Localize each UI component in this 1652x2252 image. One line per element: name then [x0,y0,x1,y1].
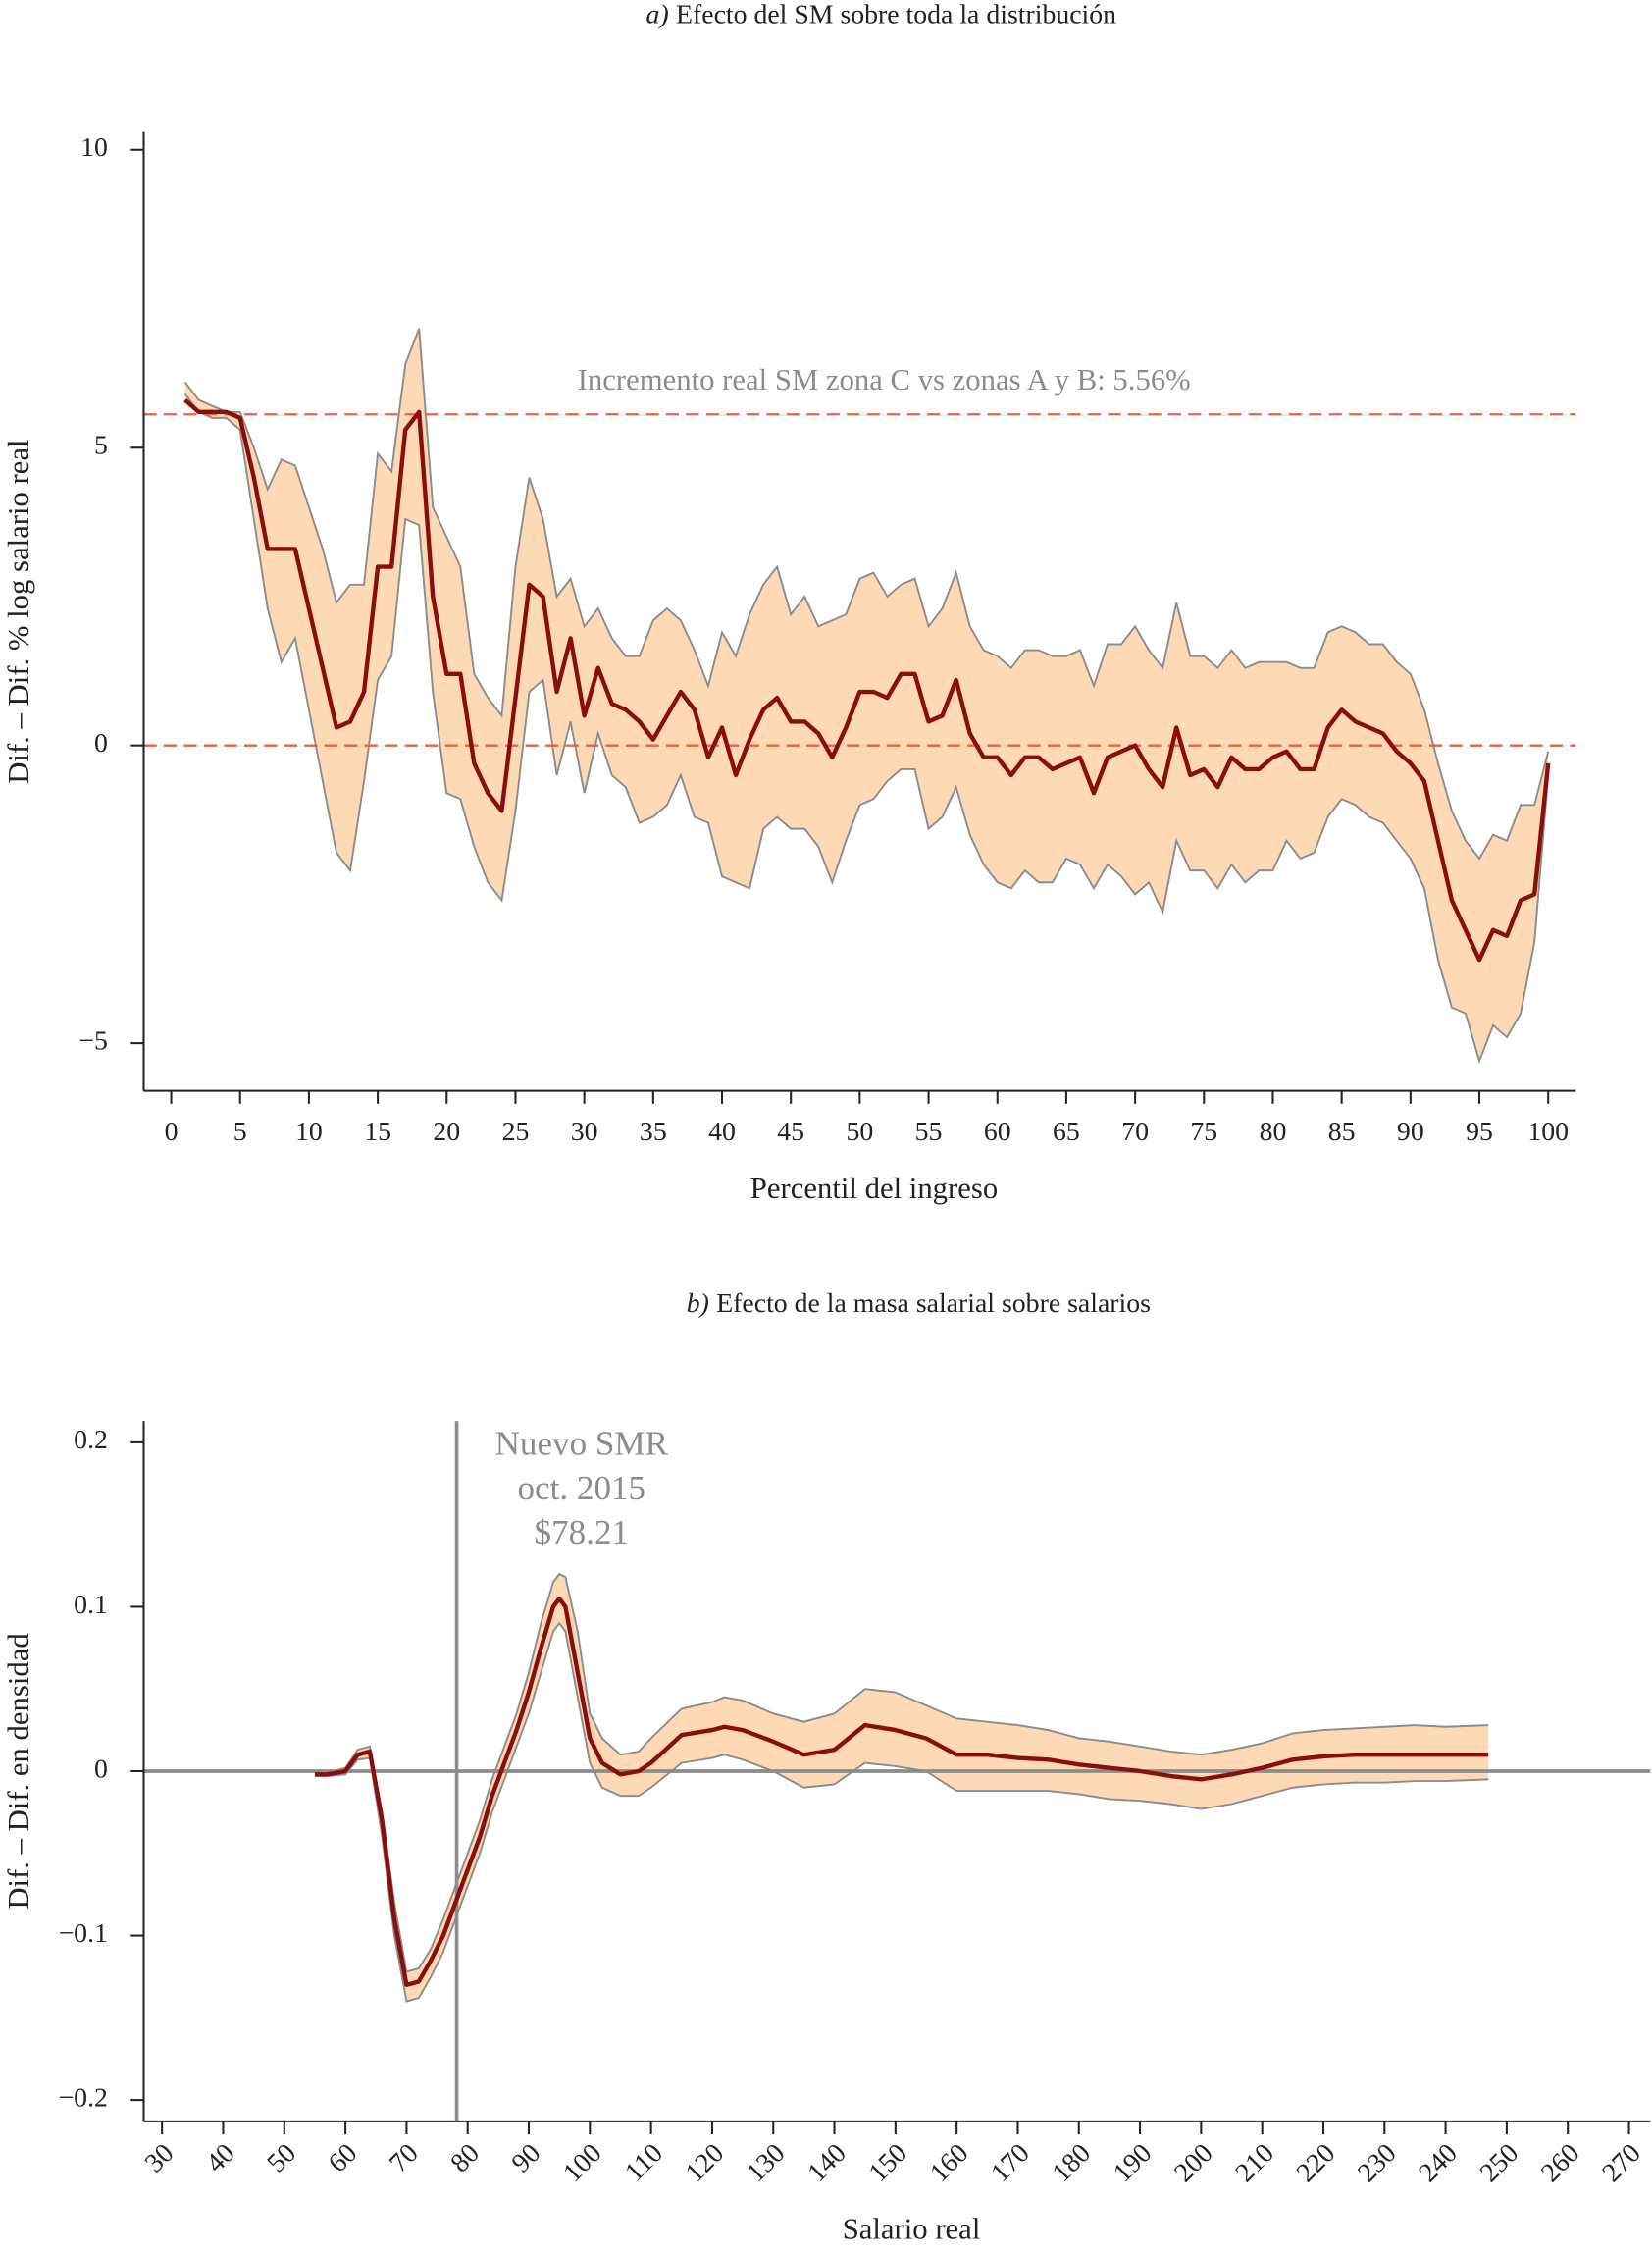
title-label: a) [646,0,669,30]
x-tick-label: 130 [741,2138,791,2188]
x-tick-label: 85 [1328,1117,1356,1147]
x-tick-label: 90 [1397,1117,1424,1147]
y-tick-label: 5 [94,431,108,461]
x-tick-label: 100 [557,2138,607,2188]
x-tick-label: 270 [1596,2138,1646,2188]
x-tick-label: 70 [384,2138,425,2179]
x-tick-label: 100 [1527,1117,1569,1147]
x-tick-label: 120 [680,2138,730,2188]
chart-title: a) Efecto del SM sobre toda la distribuci… [646,0,1117,30]
x-tick-label: 230 [1352,2138,1402,2188]
x-tick-label: 160 [924,2138,974,2188]
x-tick-label: 40 [200,2138,241,2179]
x-tick-label: 10 [295,1117,323,1147]
x-tick-label: 30 [139,2138,181,2179]
x-tick-label: 0 [165,1117,179,1147]
chart-title: b) Efecto de la masa salarial sobre salar… [687,1288,1151,1319]
x-axis-label: Salario real [843,2213,981,2246]
x-tick-label: 260 [1535,2138,1585,2188]
y-tick-label: −0.2 [59,2082,108,2113]
x-tick-label: 25 [502,1117,530,1147]
x-tick-label: 65 [1053,1117,1080,1147]
x-tick-label: 45 [777,1117,804,1147]
x-tick-label: 30 [571,1117,598,1147]
annotation: oct. 2015 [518,1469,646,1507]
x-tick-label: 200 [1168,2138,1218,2188]
title-text: Efecto del SM sobre toda la distribución [676,0,1116,30]
lower-bound [183,393,1550,1065]
x-tick-label: 90 [506,2138,547,2179]
x-tick-label: 20 [433,1117,460,1147]
y-tick-label: 0.1 [74,1590,108,1620]
y-tick-label: −0.1 [59,1918,108,1949]
x-tick-label: 5 [233,1117,247,1147]
x-tick-label: 140 [801,2138,852,2188]
x-tick-label: 180 [1047,2138,1097,2188]
x-tick-label: 60 [323,2138,364,2179]
upper-bound [314,1572,1489,1973]
x-tick-label: 95 [1466,1117,1493,1147]
y-tick-label: 0 [94,1754,108,1784]
x-tick-label: 80 [444,2138,486,2179]
x-tick-label: 50 [846,1117,873,1147]
y-tick-label: 10 [80,132,108,163]
title-text: Efecto de la masa salarial sobre salario… [716,1288,1151,1319]
y-tick-label: −5 [78,1025,108,1056]
y-tick-label: 0.2 [74,1425,108,1455]
x-tick-label: 55 [915,1117,943,1147]
x-tick-label: 110 [619,2138,669,2188]
x-tick-label: 150 [863,2138,913,2188]
data-line [314,1596,1489,1988]
title-label: b) [687,1288,709,1319]
x-tick-label: 250 [1474,2138,1524,2188]
annotation: $78.21 [535,1513,630,1551]
confidence-band [314,1573,1489,2002]
annotation: Nuevo SMR [495,1424,669,1462]
x-tick-label: 240 [1413,2138,1463,2188]
lower-bound [314,1621,1489,2003]
data-line [183,398,1551,963]
x-tick-label: 75 [1190,1117,1217,1147]
y-axis-label: Dif. – Dif. % log salario real [2,439,35,783]
x-tick-label: 50 [261,2138,302,2179]
x-tick-label: 40 [708,1117,736,1147]
upper-bound [183,328,1550,861]
confidence-band [184,328,1549,1062]
x-tick-label: 70 [1121,1117,1149,1147]
x-tick-label: 220 [1291,2138,1341,2188]
x-tick-label: 210 [1230,2138,1280,2188]
x-tick-label: 170 [985,2138,1035,2188]
reference-label: Incremento real SM zona C vs zonas A y B… [578,363,1191,396]
x-tick-label: 60 [984,1117,1011,1147]
x-tick-label: 15 [364,1117,391,1147]
x-tick-label: 35 [640,1117,667,1147]
x-axis-label: Percentil del ingreso [750,1172,998,1205]
x-tick-label: 80 [1260,1117,1287,1147]
y-axis-label: Dif. – Dif. en densidad [2,1633,35,1909]
x-tick-label: 190 [1108,2138,1158,2188]
y-tick-label: 0 [94,728,108,759]
